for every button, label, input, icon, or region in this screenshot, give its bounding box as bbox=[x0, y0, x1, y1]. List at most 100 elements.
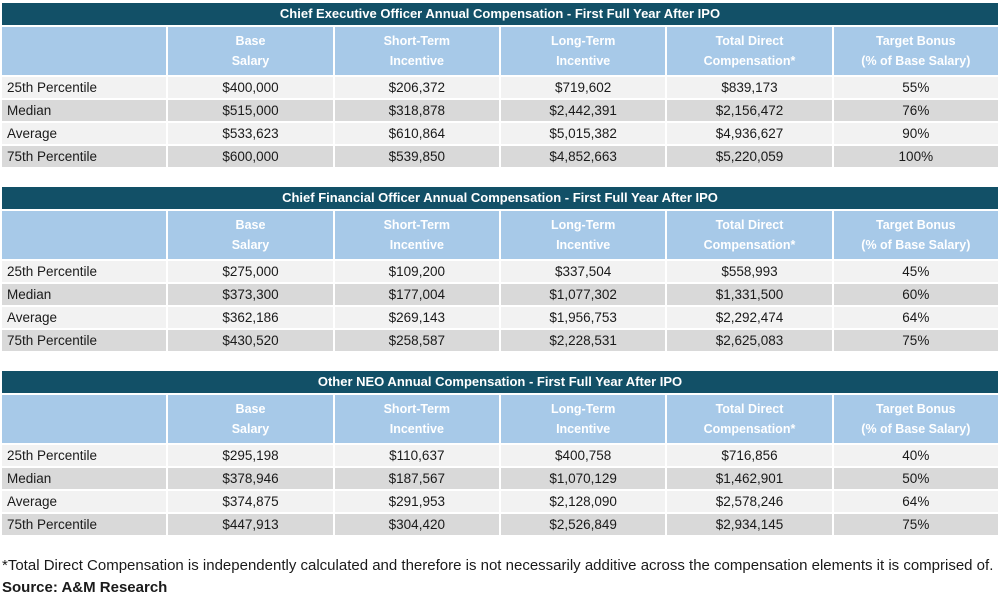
header-spacer-cell bbox=[2, 211, 167, 259]
column-header-line1: Base bbox=[235, 34, 266, 48]
column-header-line2: Compensation* bbox=[703, 238, 796, 252]
value-cell: $337,504 bbox=[500, 261, 666, 282]
table-row: Average $374,875 $291,953 $2,128,090 $2,578,… bbox=[2, 491, 998, 512]
table-title: Other NEO Annual Compensation - First Fu… bbox=[2, 371, 998, 393]
column-header-line2: (% of Base Salary) bbox=[861, 238, 971, 252]
column-header: Target Bonus (% of Base Salary) bbox=[833, 27, 998, 75]
table-header-row: Base Salary Short-Term Incentive Long-Term In… bbox=[2, 27, 998, 75]
value-cell: $2,578,246 bbox=[667, 491, 832, 512]
value-cell: 90% bbox=[833, 123, 998, 144]
value-cell: $2,128,090 bbox=[500, 491, 666, 512]
value-cell: 64% bbox=[833, 491, 998, 512]
value-cell: 55% bbox=[833, 77, 998, 98]
column-header: Target Bonus (% of Base Salary) bbox=[833, 211, 998, 259]
column-header-line2: Incentive bbox=[389, 422, 444, 436]
value-cell: $4,852,663 bbox=[500, 146, 666, 167]
table-row: 25th Percentile $295,198 $110,637 $400,758 $… bbox=[2, 445, 998, 466]
table-header-row: Base Salary Short-Term Incentive Long-Term In… bbox=[2, 395, 998, 443]
column-header-line1: Long-Term bbox=[550, 218, 616, 232]
column-header: Short-Term Incentive bbox=[334, 395, 499, 443]
column-header-line2: Compensation* bbox=[703, 422, 796, 436]
value-cell: $1,331,500 bbox=[667, 284, 832, 305]
value-cell: 100% bbox=[833, 146, 998, 167]
value-cell: $610,864 bbox=[334, 123, 499, 144]
table-row: 75th Percentile $430,520 $258,587 $2,228,53… bbox=[2, 330, 998, 351]
row-label: 25th Percentile bbox=[2, 261, 167, 282]
value-cell: $2,292,474 bbox=[667, 307, 832, 328]
value-cell: 76% bbox=[833, 100, 998, 121]
row-label: Median bbox=[2, 284, 167, 305]
value-cell: $2,934,145 bbox=[667, 514, 832, 535]
column-header-line1: Target Bonus bbox=[876, 218, 956, 232]
value-cell: $258,587 bbox=[334, 330, 499, 351]
column-header-line1: Short-Term bbox=[383, 402, 451, 416]
column-header: Total Direct Compensation* bbox=[667, 27, 832, 75]
value-cell: 75% bbox=[833, 330, 998, 351]
value-cell: 64% bbox=[833, 307, 998, 328]
column-header: Base Salary bbox=[168, 27, 333, 75]
column-header-line1: Target Bonus bbox=[876, 402, 956, 416]
column-header-line2: Incentive bbox=[389, 238, 444, 252]
table-row: Median $373,300 $177,004 $1,077,302 $1,331,5… bbox=[2, 284, 998, 305]
row-label: Median bbox=[2, 100, 167, 121]
value-cell: $304,420 bbox=[334, 514, 499, 535]
column-header: Short-Term Incentive bbox=[334, 211, 499, 259]
value-cell: $110,637 bbox=[334, 445, 499, 466]
value-cell: 50% bbox=[833, 468, 998, 489]
row-label: Average bbox=[2, 123, 167, 144]
column-header-line1: Total Direct bbox=[715, 402, 784, 416]
value-cell: $362,186 bbox=[168, 307, 333, 328]
table-row: 25th Percentile $275,000 $109,200 $337,504 $… bbox=[2, 261, 998, 282]
value-cell: $1,070,129 bbox=[500, 468, 666, 489]
value-cell: $539,850 bbox=[334, 146, 499, 167]
row-label: Median bbox=[2, 468, 167, 489]
value-cell: $318,878 bbox=[334, 100, 499, 121]
value-cell: $839,173 bbox=[667, 77, 832, 98]
column-header-line2: (% of Base Salary) bbox=[861, 54, 971, 68]
column-header-line1: Total Direct bbox=[715, 218, 784, 232]
value-cell: $1,462,901 bbox=[667, 468, 832, 489]
table-title: Chief Executive Officer Annual Compensat… bbox=[2, 3, 998, 25]
row-label: 25th Percentile bbox=[2, 445, 167, 466]
value-cell: $2,156,472 bbox=[667, 100, 832, 121]
column-header: Long-Term Incentive bbox=[500, 211, 666, 259]
column-header-line2: Salary bbox=[231, 422, 270, 436]
column-header-line2: Incentive bbox=[556, 238, 611, 252]
column-header-line1: Target Bonus bbox=[876, 34, 956, 48]
column-header: Long-Term Incentive bbox=[500, 395, 666, 443]
value-cell: 40% bbox=[833, 445, 998, 466]
column-header-line1: Total Direct bbox=[715, 34, 784, 48]
value-cell: $1,956,753 bbox=[500, 307, 666, 328]
row-label: 75th Percentile bbox=[2, 330, 167, 351]
value-cell: 45% bbox=[833, 261, 998, 282]
value-cell: $515,000 bbox=[168, 100, 333, 121]
value-cell: $447,913 bbox=[168, 514, 333, 535]
column-header-line2: Compensation* bbox=[703, 54, 796, 68]
value-cell: $400,758 bbox=[500, 445, 666, 466]
value-cell: $600,000 bbox=[168, 146, 333, 167]
value-cell: $378,946 bbox=[168, 468, 333, 489]
table-title: Chief Financial Officer Annual Compensat… bbox=[2, 187, 998, 209]
value-cell: $109,200 bbox=[334, 261, 499, 282]
value-cell: $533,623 bbox=[168, 123, 333, 144]
value-cell: $400,000 bbox=[168, 77, 333, 98]
column-header-line1: Short-Term bbox=[383, 218, 451, 232]
value-cell: $177,004 bbox=[334, 284, 499, 305]
table-row: 75th Percentile $447,913 $304,420 $2,526,84… bbox=[2, 514, 998, 535]
column-header: Base Salary bbox=[168, 211, 333, 259]
row-label: 75th Percentile bbox=[2, 514, 167, 535]
value-cell: $275,000 bbox=[168, 261, 333, 282]
table-header-row: Base Salary Short-Term Incentive Long-Term In… bbox=[2, 211, 998, 259]
value-cell: $2,442,391 bbox=[500, 100, 666, 121]
value-cell: $4,936,627 bbox=[667, 123, 832, 144]
compensation-table: Chief Executive Officer Annual Compensat… bbox=[2, 3, 998, 167]
tables-container: Chief Executive Officer Annual Compensat… bbox=[2, 3, 998, 535]
column-header: Long-Term Incentive bbox=[500, 27, 666, 75]
compensation-table: Other NEO Annual Compensation - First Fu… bbox=[2, 371, 998, 535]
table-row: 25th Percentile $400,000 $206,372 $719,602 $… bbox=[2, 77, 998, 98]
value-cell: $558,993 bbox=[667, 261, 832, 282]
value-cell: $373,300 bbox=[168, 284, 333, 305]
table-row: Average $362,186 $269,143 $1,956,753 $2,292,… bbox=[2, 307, 998, 328]
value-cell: $291,953 bbox=[334, 491, 499, 512]
value-cell: 75% bbox=[833, 514, 998, 535]
